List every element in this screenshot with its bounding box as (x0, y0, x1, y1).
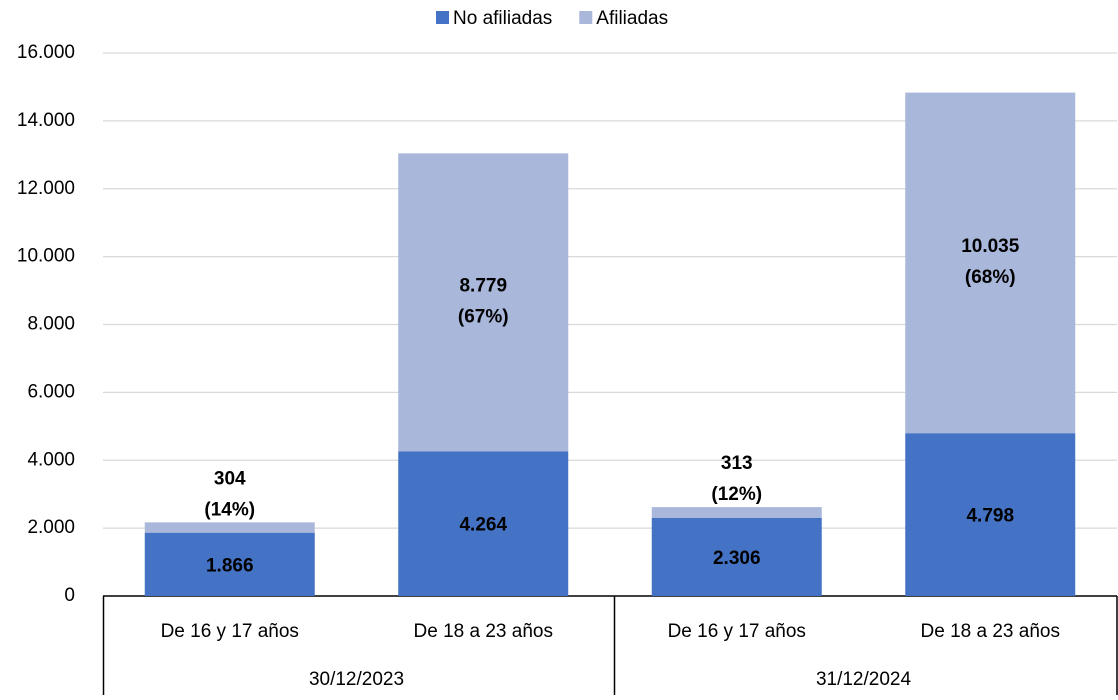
data-label: 304 (214, 468, 246, 489)
bar-segment (905, 433, 1076, 596)
data-label: 4.798 (966, 506, 1014, 527)
x-tick-label: De 18 a 23 años (921, 621, 1060, 642)
legend-swatch (579, 11, 593, 24)
data-label: 8.779 (459, 275, 507, 296)
data-label: (67%) (458, 306, 509, 327)
bar-segment (651, 517, 822, 596)
bar-segment (398, 153, 569, 452)
data-label: (68%) (965, 267, 1016, 288)
legend-label: Afiliadas (596, 8, 668, 29)
data-label: 4.264 (459, 515, 507, 536)
bar-segment (144, 532, 315, 596)
data-label: 2.306 (713, 548, 761, 569)
bar-segment (905, 92, 1076, 434)
y-tick-label: 4.000 (27, 449, 75, 470)
y-tick-label: 0 (64, 585, 75, 606)
group-label: 30/12/2023 (309, 669, 404, 690)
data-label: 10.035 (961, 236, 1020, 257)
y-tick-label: 2.000 (27, 517, 75, 538)
x-tick-label: De 18 a 23 años (414, 621, 553, 642)
legend-swatch (436, 11, 449, 24)
data-label: 1.866 (206, 555, 254, 576)
y-tick-label: 14.000 (17, 110, 75, 131)
group-label: 31/12/2024 (816, 669, 912, 690)
data-label: (12%) (711, 484, 762, 505)
x-tick-label: De 16 y 17 años (668, 621, 806, 642)
data-label: 313 (721, 453, 753, 474)
bar-segment (144, 522, 315, 533)
legend-label: No afiliadas (453, 8, 552, 29)
y-tick-label: 6.000 (27, 381, 75, 402)
y-tick-label: 10.000 (17, 246, 75, 267)
y-tick-label: 12.000 (17, 178, 75, 199)
bar-segment (651, 507, 822, 518)
data-label: (14%) (204, 499, 255, 520)
bar-segment (398, 451, 569, 596)
y-tick-label: 8.000 (27, 314, 75, 335)
y-tick-label: 16.000 (17, 42, 75, 63)
x-tick-label: De 16 y 17 años (161, 621, 299, 642)
